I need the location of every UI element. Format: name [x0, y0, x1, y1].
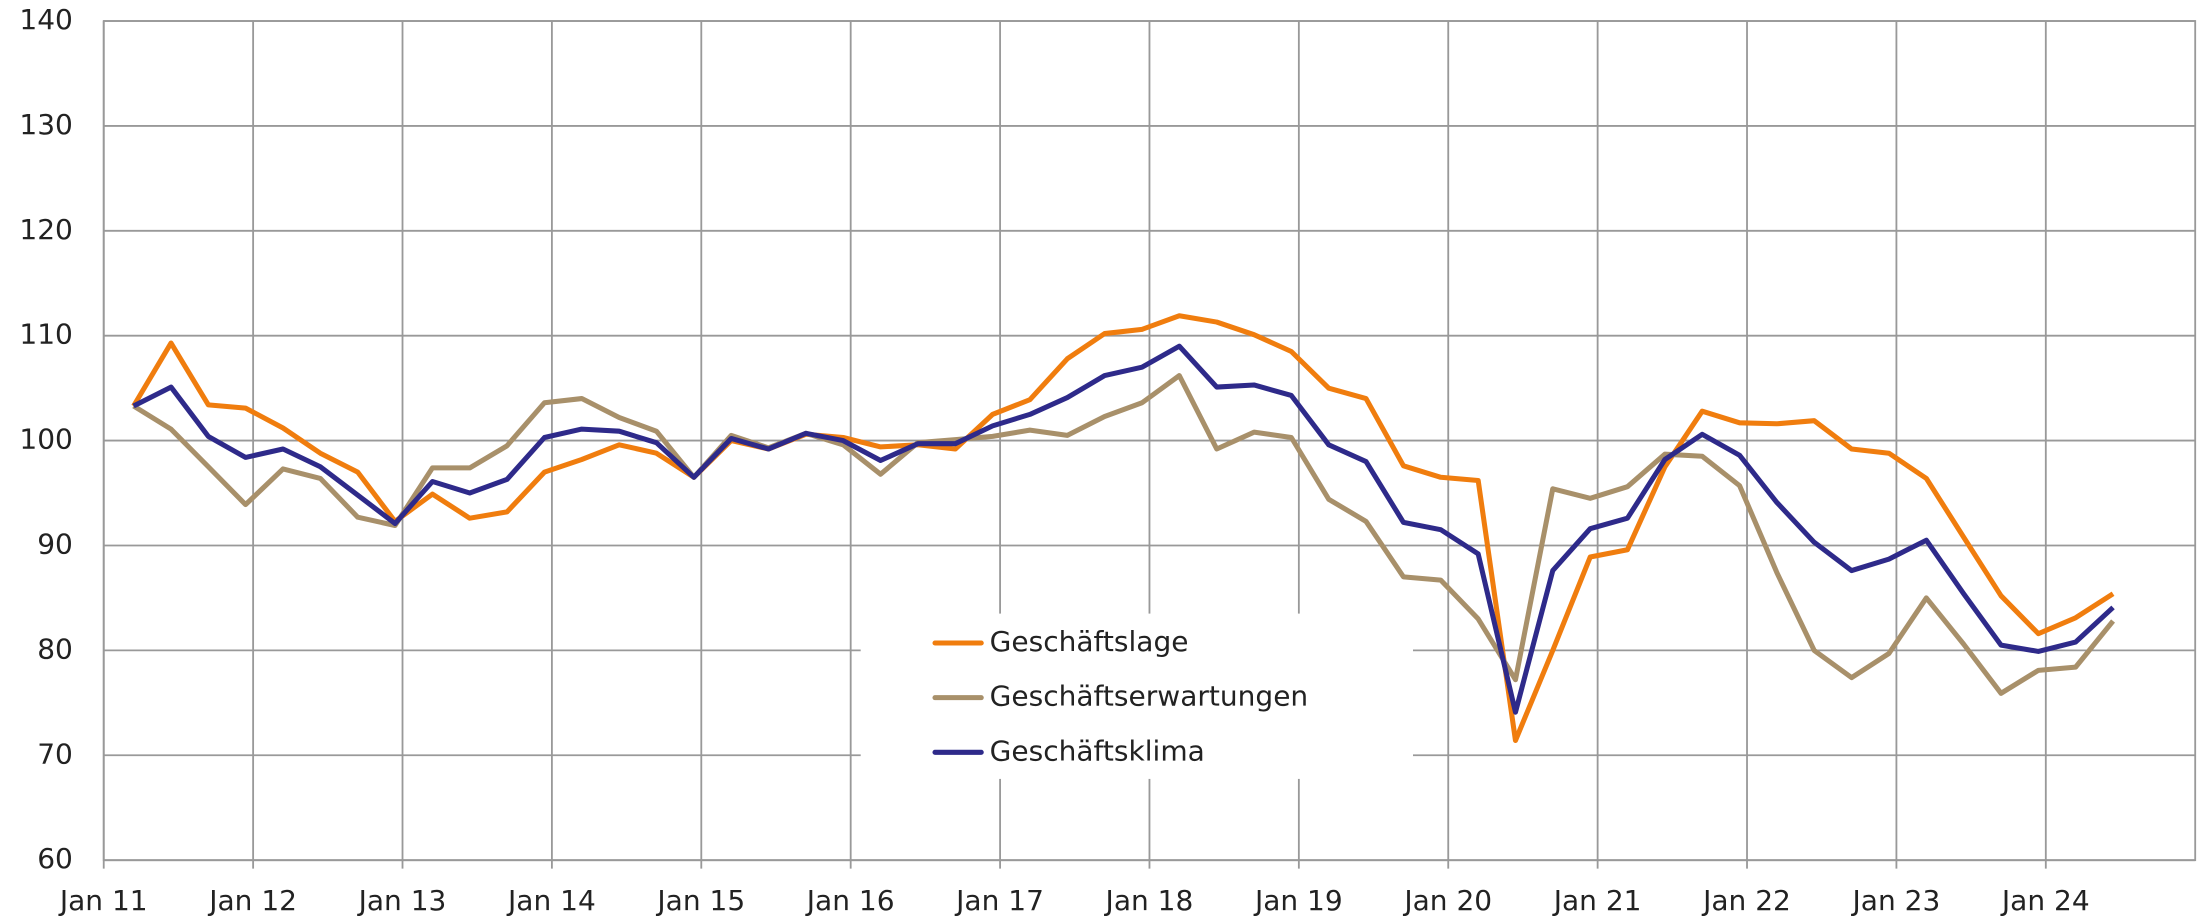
y-tick-label: 70 [37, 737, 73, 770]
x-tick-label: Jan 15 [655, 884, 745, 917]
y-tick-label: 120 [19, 213, 73, 246]
x-tick-label: Jan 22 [1701, 884, 1791, 917]
y-tick-label: 90 [37, 527, 73, 560]
legend: Geschäftslage Geschäftserwartungen Geschäf… [932, 625, 1309, 767]
legend-label: Geschäftserwartungen [990, 680, 1309, 713]
x-tick-label: Jan 23 [1851, 884, 1941, 917]
y-tick-label: 110 [19, 318, 73, 351]
x-tick-label: Jan 14 [506, 884, 596, 917]
y-tick-label: 80 [37, 632, 73, 665]
lines [131, 313, 2116, 744]
legend-label: Geschäftsklima [990, 734, 1205, 767]
x-tick-label: Jan 16 [805, 884, 895, 917]
x-tick-label: Jan 17 [954, 884, 1044, 917]
x-tick-label: Jan 21 [1552, 884, 1642, 917]
x-tick-label: Jan 24 [2000, 884, 2090, 917]
legend-label: Geschäftslage [990, 625, 1189, 658]
series-line [132, 343, 2115, 715]
x-tick-label: Jan 19 [1253, 884, 1343, 917]
plot-frame [102, 20, 2197, 862]
series-line [131, 313, 2115, 744]
y-tick-label: 100 [19, 423, 73, 456]
y-tick-label: 140 [19, 3, 73, 36]
y-tick-label: 60 [37, 842, 73, 875]
x-tick-label: Jan 12 [207, 884, 297, 917]
y-tick-label: 130 [19, 108, 73, 141]
x-tick-label: Jan 20 [1402, 884, 1492, 917]
series-line [132, 373, 2116, 696]
x-tick-label: Jan 11 [58, 884, 148, 917]
x-tick-label: Jan 13 [357, 884, 447, 917]
x-tick-label: Jan 18 [1104, 884, 1194, 917]
labels: 60 70 80 90 100 110 120 130 140 Jan 11 Jan 12 Jan 1… [19, 3, 2089, 917]
grid [102, 20, 2197, 869]
